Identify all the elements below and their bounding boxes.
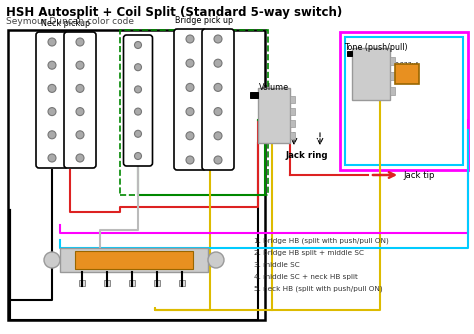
- Text: Volume: Volume: [259, 83, 289, 92]
- Circle shape: [214, 59, 222, 67]
- Bar: [340, 32, 468, 170]
- Text: HSH Autosplit + Coil Split (Standard 5-way switch): HSH Autosplit + Coil Split (Standard 5-w…: [6, 6, 342, 19]
- Circle shape: [76, 61, 84, 69]
- Circle shape: [214, 156, 222, 164]
- Bar: [347, 51, 352, 56]
- Circle shape: [76, 38, 84, 46]
- Text: 0.022μf: 0.022μf: [395, 62, 419, 67]
- Bar: [8, 30, 265, 320]
- FancyBboxPatch shape: [174, 29, 206, 170]
- Bar: [290, 120, 295, 127]
- Bar: [290, 96, 295, 103]
- Circle shape: [186, 156, 194, 164]
- Text: Jack ring: Jack ring: [286, 151, 328, 160]
- Circle shape: [135, 86, 142, 93]
- Circle shape: [76, 108, 84, 116]
- Circle shape: [48, 108, 56, 116]
- Text: Jack tip: Jack tip: [403, 170, 435, 179]
- Circle shape: [48, 85, 56, 93]
- Text: Neck pickup: Neck pickup: [41, 19, 91, 28]
- Circle shape: [135, 130, 142, 137]
- Circle shape: [135, 153, 142, 160]
- Circle shape: [214, 35, 222, 43]
- Circle shape: [135, 108, 142, 115]
- Circle shape: [76, 154, 84, 162]
- FancyBboxPatch shape: [202, 29, 234, 170]
- Bar: [395, 64, 419, 84]
- Circle shape: [186, 132, 194, 140]
- Circle shape: [186, 84, 194, 92]
- Bar: [179, 280, 185, 286]
- Circle shape: [44, 252, 60, 268]
- Text: 4. middle SC + neck HB split: 4. middle SC + neck HB split: [254, 274, 358, 280]
- Bar: [290, 132, 295, 139]
- Circle shape: [76, 131, 84, 139]
- Circle shape: [186, 108, 194, 116]
- Text: 3. middle SC: 3. middle SC: [254, 262, 300, 268]
- Bar: [390, 57, 395, 65]
- Text: 1. bridge HB (split with push/pull ON): 1. bridge HB (split with push/pull ON): [254, 238, 389, 244]
- Circle shape: [48, 38, 56, 46]
- Circle shape: [48, 131, 56, 139]
- Bar: [129, 280, 135, 286]
- Circle shape: [214, 108, 222, 116]
- Circle shape: [208, 252, 224, 268]
- Circle shape: [48, 154, 56, 162]
- Circle shape: [135, 41, 142, 48]
- Circle shape: [186, 35, 194, 43]
- Bar: [154, 280, 160, 286]
- Circle shape: [214, 84, 222, 92]
- Circle shape: [214, 132, 222, 140]
- Text: Bridge pick up: Bridge pick up: [175, 16, 233, 25]
- Text: 5. neck HB (split with push/pull ON): 5. neck HB (split with push/pull ON): [254, 286, 383, 293]
- Bar: [104, 280, 110, 286]
- Circle shape: [186, 59, 194, 67]
- Bar: [258, 88, 290, 143]
- Text: 2. bridge HB split + middle SC: 2. bridge HB split + middle SC: [254, 250, 364, 256]
- Text: Tone (push/pull): Tone (push/pull): [344, 43, 408, 52]
- Bar: [60, 248, 208, 272]
- Bar: [250, 92, 258, 98]
- Bar: [75, 251, 193, 269]
- Circle shape: [135, 64, 142, 71]
- Bar: [390, 72, 395, 80]
- FancyBboxPatch shape: [124, 35, 153, 166]
- Bar: [79, 280, 85, 286]
- Circle shape: [76, 85, 84, 93]
- Bar: [352, 48, 390, 100]
- FancyBboxPatch shape: [36, 32, 68, 168]
- Bar: [120, 30, 268, 195]
- Circle shape: [48, 61, 56, 69]
- Text: Seymour Duncan color code: Seymour Duncan color code: [6, 17, 134, 26]
- Bar: [290, 108, 295, 115]
- FancyBboxPatch shape: [64, 32, 96, 168]
- Bar: [390, 87, 395, 95]
- Bar: [345, 37, 463, 165]
